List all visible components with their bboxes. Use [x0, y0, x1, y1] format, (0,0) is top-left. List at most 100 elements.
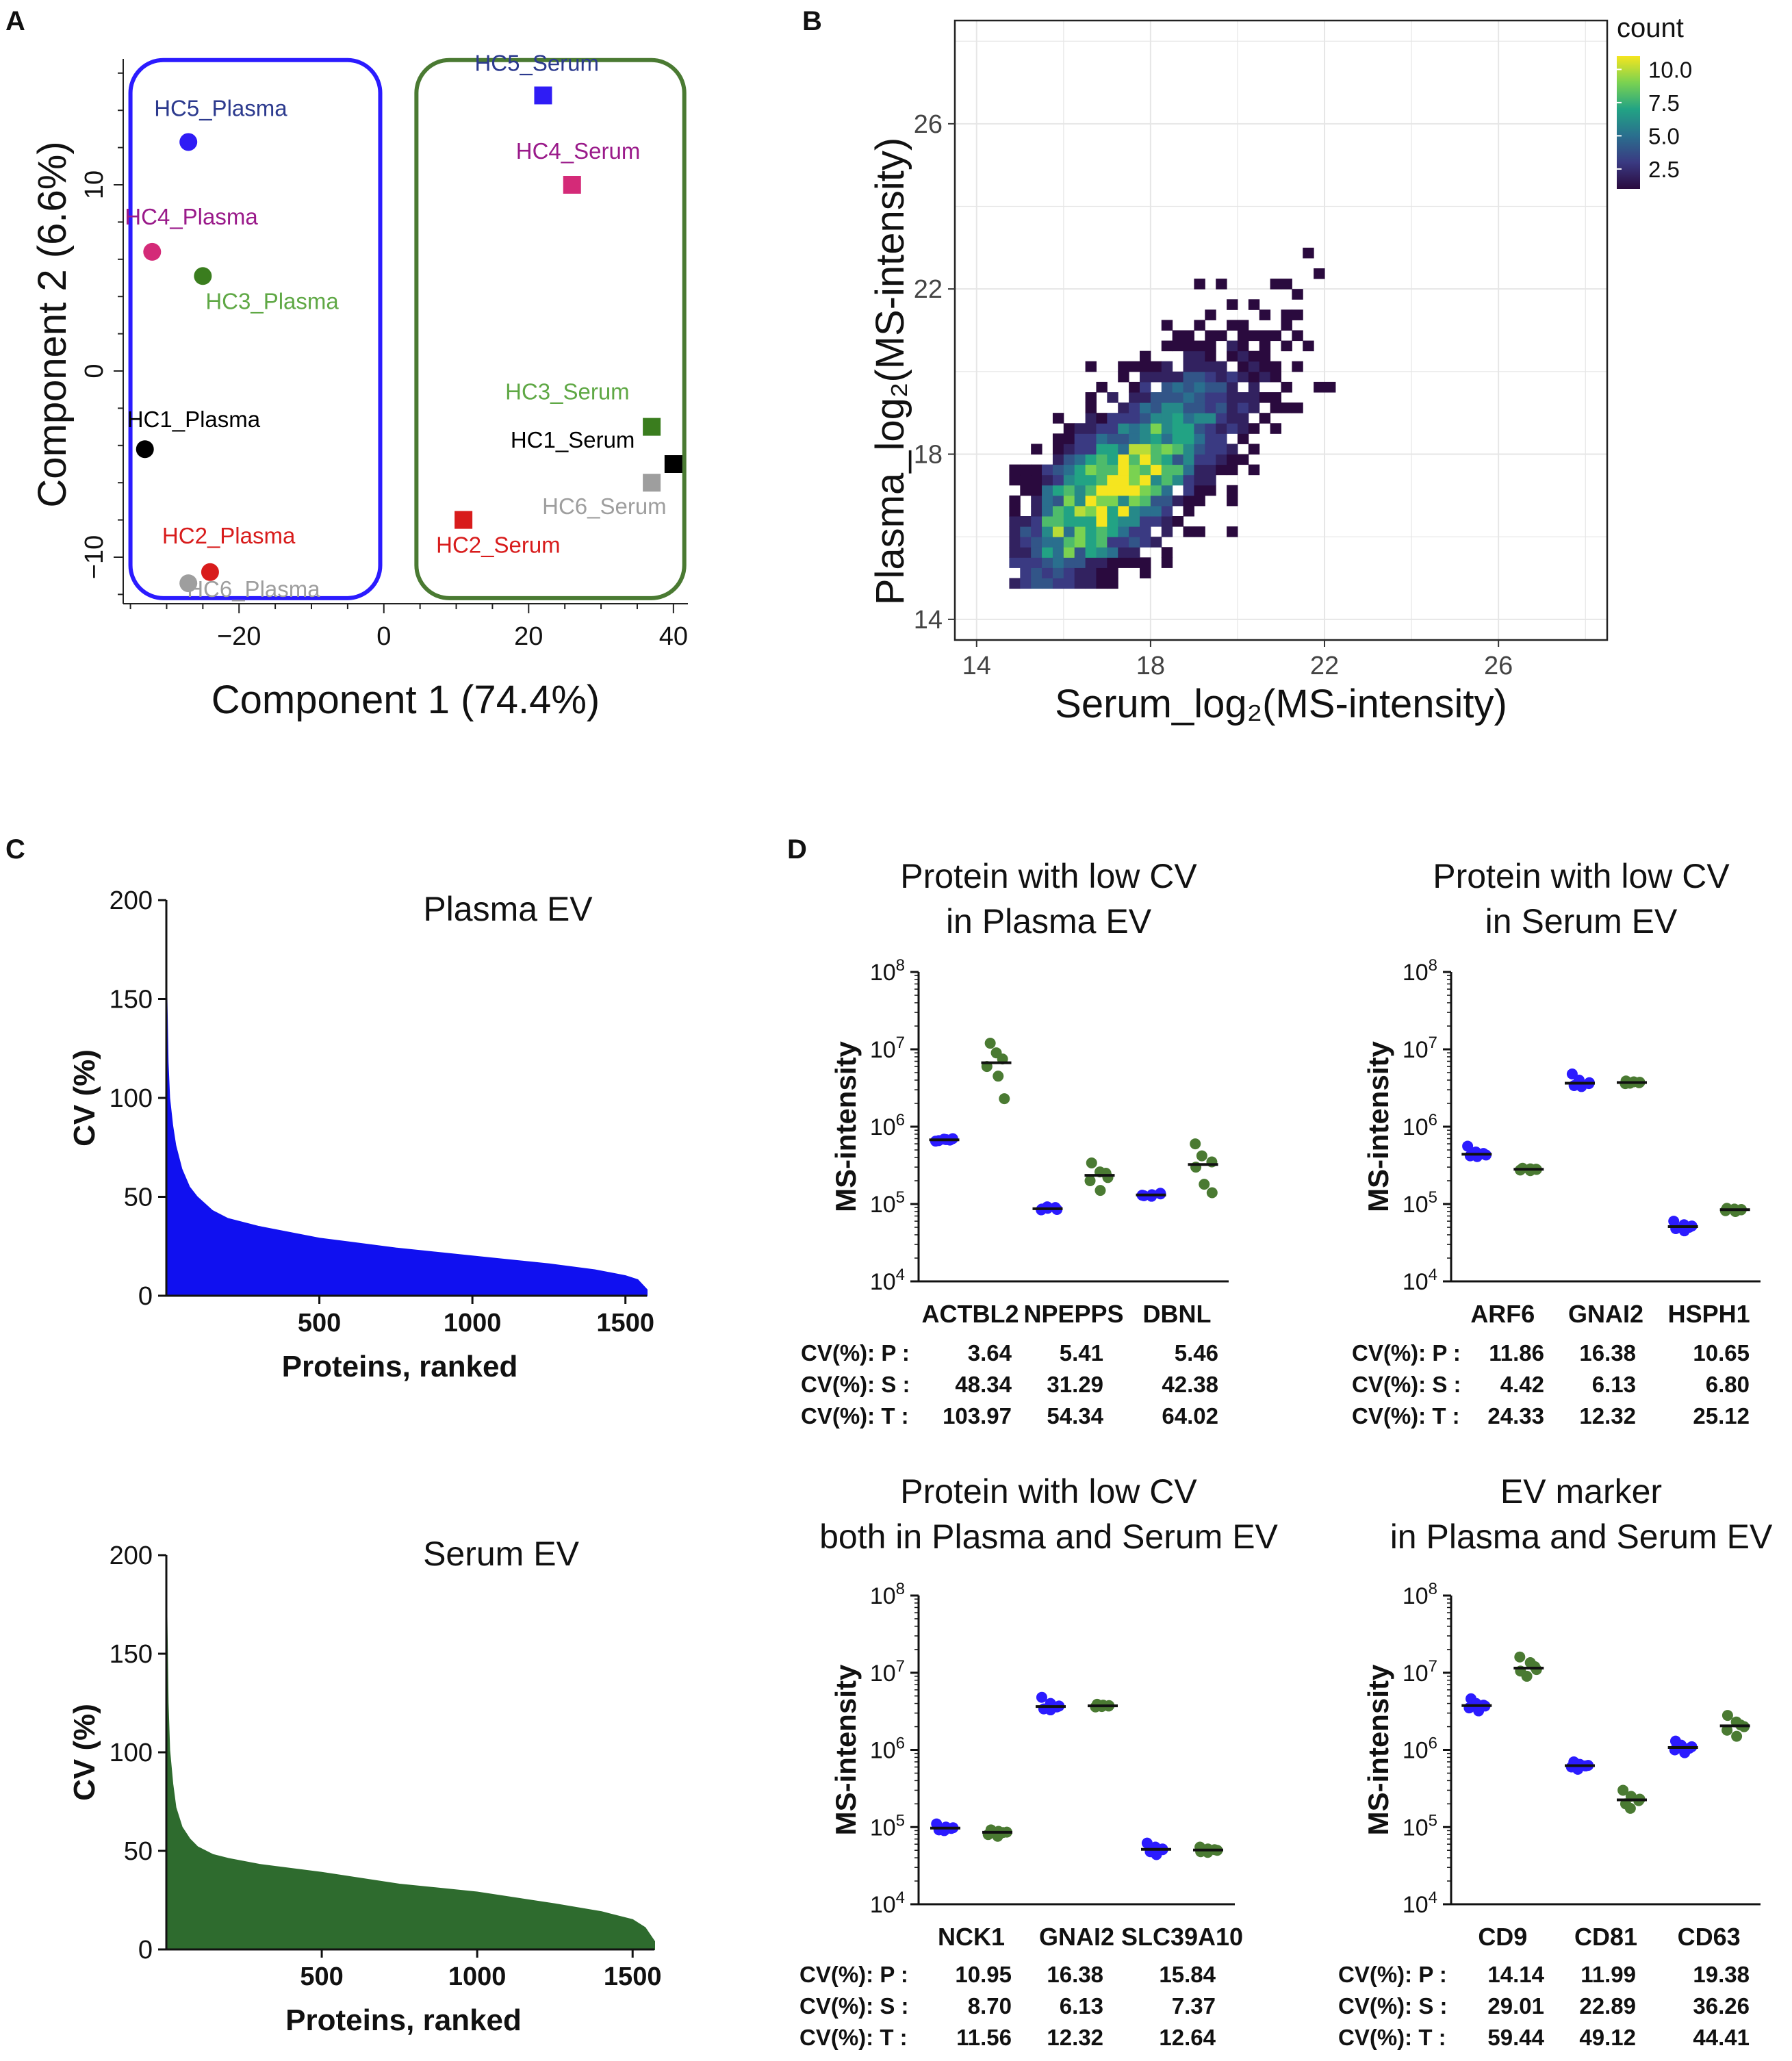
pca-point-label: HC4_Plasma — [125, 204, 258, 229]
x-tick-label: 22 — [1310, 652, 1339, 680]
heatmap-bin — [1205, 350, 1216, 362]
heatmap-bin — [1205, 454, 1216, 465]
heatmap-bin — [1063, 537, 1075, 548]
heatmap-bin — [1216, 454, 1227, 465]
heatmap-bin — [1259, 330, 1271, 342]
heatmap-bin — [1161, 547, 1173, 558]
heatmap-bin — [1216, 444, 1227, 455]
heatmap-bin — [1194, 464, 1205, 476]
heatmap-bin — [1118, 464, 1129, 476]
heatmap-bin — [1074, 485, 1086, 496]
heatmap-bin — [1248, 402, 1260, 413]
heatmap-bin — [1227, 392, 1238, 403]
category-label: NPEPPS — [1023, 1300, 1123, 1328]
category-label: NCK1 — [938, 1923, 1005, 1951]
x-axis-title: Serum_log₂(MS-intensity) — [1055, 682, 1507, 726]
heatmap-bin — [1052, 464, 1064, 476]
plasma-dot — [1669, 1744, 1680, 1756]
heatmap-bin — [1052, 505, 1064, 517]
heatmap-bin — [1052, 485, 1064, 496]
heatmap-bin — [1118, 402, 1129, 413]
cv-value: 6.13 — [1592, 1372, 1636, 1397]
heatmap-bin — [1140, 371, 1151, 383]
serum-dot — [1617, 1784, 1629, 1796]
chart-title: Serum EV — [423, 1535, 580, 1573]
heatmap-bin — [1150, 371, 1162, 383]
heatmap-bin — [1107, 505, 1118, 517]
pca-point — [201, 563, 219, 581]
heatmap-bin — [1031, 557, 1042, 568]
heatmap-bin — [1227, 423, 1238, 434]
y-tick-label: 0 — [80, 363, 109, 378]
heatmap-bin — [1096, 381, 1108, 393]
heatmap-bin — [1118, 495, 1129, 507]
heatmap-bin — [1150, 495, 1162, 507]
category-label: CD63 — [1678, 1923, 1741, 1951]
heatmap-bin — [1129, 537, 1140, 548]
cv-value: 54.34 — [1047, 1403, 1103, 1429]
chart-title-line-1: Protein with low CV — [900, 857, 1197, 895]
heatmap-bin — [1063, 433, 1075, 444]
heatmap-bin — [1118, 433, 1129, 444]
heatmap-bin — [1020, 537, 1032, 548]
panel-label-b: B — [802, 6, 822, 36]
heatmap-bin — [1183, 485, 1194, 496]
heatmap-bin — [1118, 526, 1129, 537]
heatmap-bin — [1096, 526, 1108, 537]
heatmap-bin — [1063, 474, 1075, 486]
heatmap-bin — [1085, 505, 1097, 517]
heatmap-bin — [1150, 392, 1162, 403]
serum-dot — [1100, 1168, 1112, 1179]
heatmap-bin — [1216, 361, 1227, 372]
heatmap-bin — [1172, 516, 1184, 527]
heatmap-bin — [1107, 433, 1118, 444]
serum-dot — [984, 1038, 996, 1049]
category-label: ACTBL2 — [922, 1300, 1019, 1328]
heatmap-bin — [1205, 361, 1216, 372]
cv-value: 22.89 — [1579, 1993, 1636, 2019]
y-tick-label: 108 — [1403, 1580, 1437, 1609]
heatmap-bin — [1096, 557, 1108, 568]
heatmap-bin — [1314, 268, 1325, 279]
heatmap-bin — [1009, 547, 1021, 558]
heatmap-bin — [1118, 485, 1129, 496]
heatmap-bin — [1183, 505, 1194, 517]
heatmap-bin — [1140, 537, 1151, 548]
heatmap-bin — [1063, 578, 1075, 589]
serum-dot — [1731, 1730, 1743, 1742]
heatmap-bin — [1161, 464, 1173, 476]
heatmap-bin — [1042, 516, 1053, 527]
heatmap-bin — [1150, 433, 1162, 444]
heatmap-bin — [1085, 557, 1097, 568]
y-tick-label: 108 — [870, 1580, 905, 1609]
x-axis-title: Proteins, ranked — [285, 2004, 522, 2037]
legend-title: count — [1617, 13, 1684, 43]
heatmap-bin — [1161, 516, 1173, 527]
cv-value: 6.13 — [1060, 1993, 1103, 2019]
heatmap-bin — [1140, 485, 1151, 496]
heatmap-bin — [1237, 340, 1249, 352]
heatmap-bin — [1052, 433, 1064, 444]
heatmap-bin — [1118, 537, 1129, 548]
heatmap-bin — [1172, 433, 1184, 444]
heatmap-bin — [1194, 423, 1205, 434]
x-tick-label: 14 — [962, 652, 991, 680]
heatmap-bin — [1074, 433, 1086, 444]
heatmap-bin — [1052, 578, 1064, 589]
heatmap-bin — [1140, 505, 1151, 517]
heatmap-bin — [1194, 526, 1205, 537]
heatmap-bin — [1183, 392, 1194, 403]
pca-point — [643, 474, 661, 492]
cv-value: 6.80 — [1706, 1372, 1750, 1397]
serum-dot — [1086, 1157, 1097, 1168]
heatmap-bin — [1129, 402, 1140, 413]
y-tick-label: 107 — [870, 1657, 905, 1687]
heatmap-bin — [1161, 433, 1173, 444]
heatmap-bin — [1194, 350, 1205, 362]
heatmap-bin — [1129, 474, 1140, 486]
y-tick-label: 105 — [1403, 1188, 1437, 1218]
heatmap-bin — [1150, 402, 1162, 413]
cv-area — [166, 995, 648, 1296]
heatmap-bin — [1042, 578, 1053, 589]
cv-row-label: CV(%): P : — [799, 1962, 908, 1987]
